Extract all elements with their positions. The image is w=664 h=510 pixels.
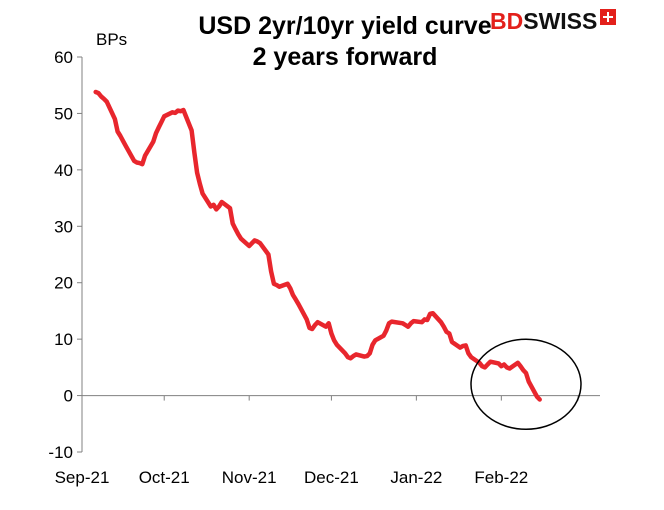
series-line [93, 89, 542, 402]
y-tick-label: 30 [54, 217, 73, 236]
logo-text-swiss: SWISS [523, 7, 598, 34]
y-tick-label: 60 [54, 48, 73, 67]
logo-text-bd: BD [490, 7, 524, 34]
chart-title-line-2: 2 years forward [252, 43, 438, 71]
y-tick-label: 40 [54, 161, 73, 180]
annotation-circle [470, 338, 582, 431]
chart-title-line-1: USD 2yr/10yr yield curve [198, 12, 492, 40]
x-tick-label: Oct-21 [139, 468, 190, 487]
bdswiss-logo: BD SWISS [490, 6, 617, 36]
x-tick-label: Nov-21 [222, 468, 277, 487]
y-tick-label: 10 [54, 330, 73, 349]
y-tick-label: 50 [54, 104, 73, 123]
y-tick-label: -10 [48, 443, 73, 462]
y-tick-label: 0 [64, 387, 73, 406]
x-tick-label: Dec-21 [304, 468, 359, 487]
y-axis-unit-label: BPs [96, 30, 128, 49]
y-tick-label: 20 [54, 274, 73, 293]
x-tick-label: Feb-22 [474, 468, 528, 487]
x-tick-label: Jan-22 [390, 468, 442, 487]
x-tick-label: Sep-21 [55, 468, 110, 487]
swiss-cross-icon [600, 9, 617, 25]
